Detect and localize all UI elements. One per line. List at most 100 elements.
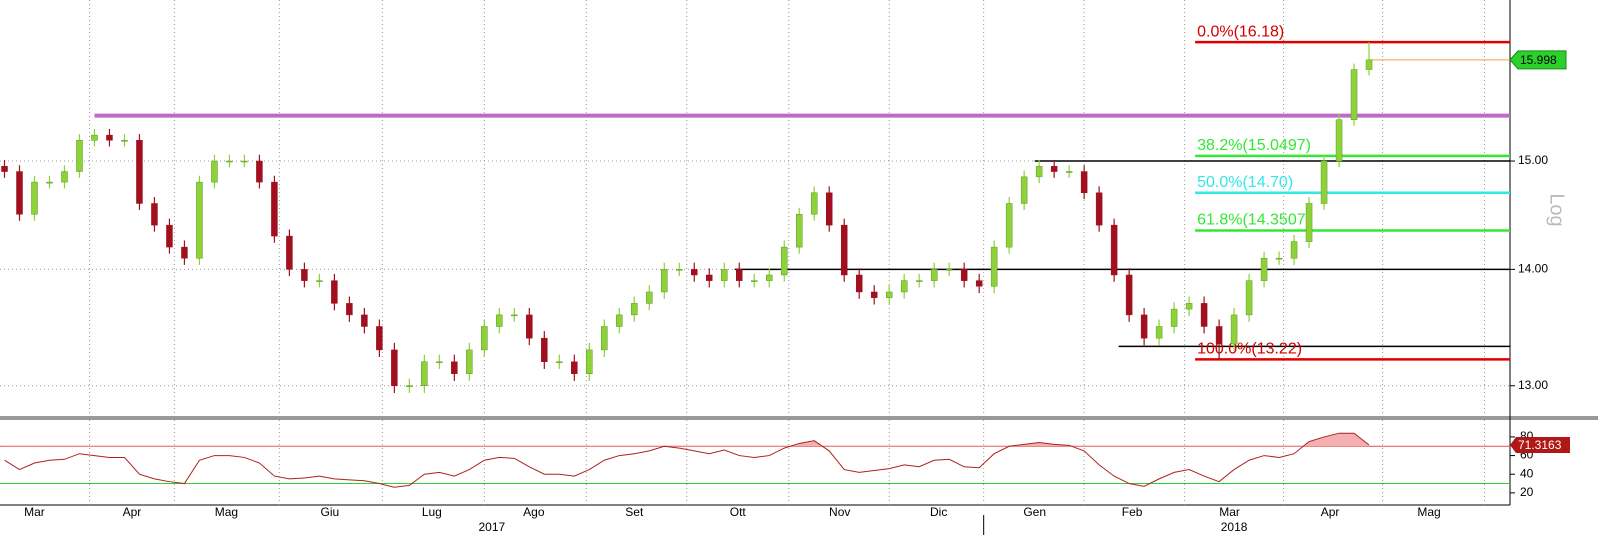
candle-body <box>241 160 248 163</box>
candle-body <box>1350 69 1358 120</box>
y-tick-label: 13.00 <box>1518 378 1548 392</box>
candle-body <box>1035 166 1043 178</box>
fib-label: 61.8%(14.3507) <box>1197 212 1311 229</box>
candle-body <box>46 181 53 184</box>
x-tick-label: Lug <box>422 505 442 519</box>
candle-body <box>960 269 968 281</box>
candle-body <box>855 274 863 293</box>
candle-body <box>885 291 893 298</box>
panel-separator <box>0 416 1598 420</box>
y-axis-label: Log <box>1546 193 1568 226</box>
y-tick-label: 14.00 <box>1518 262 1548 276</box>
candle-body <box>316 280 323 282</box>
candle-body <box>586 349 593 374</box>
candle-body <box>825 192 833 226</box>
candle-body <box>691 269 698 276</box>
candle-body <box>930 269 938 281</box>
candle-body <box>646 291 653 304</box>
candle-body <box>571 361 578 374</box>
candle-body <box>1170 308 1178 327</box>
candle-body <box>121 139 128 142</box>
candle-body <box>526 314 533 339</box>
candle-body <box>1005 203 1013 248</box>
candle-body <box>765 274 773 281</box>
candle-body <box>915 280 923 282</box>
candle-body <box>181 246 188 259</box>
x-tick-label: Apr <box>1321 505 1340 519</box>
x-tick-label: Apr <box>123 505 142 519</box>
candle-body <box>286 235 293 270</box>
x-tick-label: Mar <box>1219 505 1240 519</box>
candle-body <box>900 280 908 293</box>
candle-body <box>151 203 158 226</box>
candle-body <box>106 134 113 141</box>
y-tick-label: 20 <box>1520 485 1534 499</box>
candle-body <box>751 280 758 282</box>
candle-body <box>466 349 473 374</box>
candle-body <box>870 291 878 298</box>
candle-body <box>990 246 998 287</box>
candle-body <box>496 314 503 327</box>
candle-body <box>376 326 383 351</box>
x-tick-label: Giu <box>321 505 340 519</box>
x-tick-label: Set <box>625 505 644 519</box>
candle-body <box>76 139 83 172</box>
candle-body <box>975 280 983 287</box>
candle-body <box>661 269 668 293</box>
candle-body <box>16 171 23 215</box>
candle-body <box>1155 326 1163 339</box>
candle-body <box>361 314 368 327</box>
candle-body <box>1080 171 1088 194</box>
candle-body <box>301 269 308 281</box>
candle-body <box>1095 192 1103 226</box>
year-label: 2017 <box>478 520 505 534</box>
rsi-last-tag <box>1510 437 1570 454</box>
candle-body <box>1185 303 1193 310</box>
candle-body <box>1065 171 1073 173</box>
candle-body <box>511 314 518 317</box>
candle-body <box>421 361 428 386</box>
candle-body <box>556 361 563 364</box>
candle-body <box>256 160 263 183</box>
candle-body <box>436 361 443 364</box>
candle-body <box>271 181 278 237</box>
candle-body <box>91 134 98 141</box>
candle-body <box>406 385 413 387</box>
candle-body <box>541 337 548 363</box>
rsi-last-label: 71.3163 <box>1518 438 1562 452</box>
candle-body <box>840 224 848 276</box>
candle-body <box>736 269 743 281</box>
candle-body <box>676 269 683 271</box>
candle-body <box>616 314 623 327</box>
candle-body <box>1050 166 1058 172</box>
year-label: 2018 <box>1221 520 1248 534</box>
x-tick-label: Gen <box>1023 505 1046 519</box>
candle-body <box>1230 314 1238 345</box>
fib-label: 50.0%(14.70) <box>1197 174 1293 191</box>
candle-body <box>601 326 608 351</box>
candle-body <box>1305 203 1313 242</box>
candle-body <box>226 160 233 163</box>
candle-body <box>780 246 788 276</box>
candle-body <box>945 269 953 271</box>
x-tick-label: Nov <box>829 505 850 519</box>
fib-label: 0.0%(16.18) <box>1197 23 1284 40</box>
x-tick-label: Dic <box>930 505 947 519</box>
x-tick-label: Ott <box>730 505 747 519</box>
fib-label: 100.0%(13.22) <box>1197 341 1302 358</box>
candle-body <box>166 224 173 248</box>
y-tick-label: 40 <box>1520 466 1534 480</box>
candle-body <box>1200 303 1208 327</box>
candle-body <box>481 326 488 351</box>
y-tick-label: 15.00 <box>1518 153 1548 167</box>
candle-body <box>1110 224 1118 276</box>
x-tick-label: Feb <box>1122 505 1143 519</box>
candle-body <box>1215 326 1223 345</box>
candle-body <box>391 349 398 386</box>
candle-body <box>1275 257 1283 260</box>
x-tick-label: Mag <box>215 505 238 519</box>
candle-body <box>1 166 8 172</box>
candle-body <box>1125 274 1133 316</box>
candle-body <box>795 214 803 248</box>
